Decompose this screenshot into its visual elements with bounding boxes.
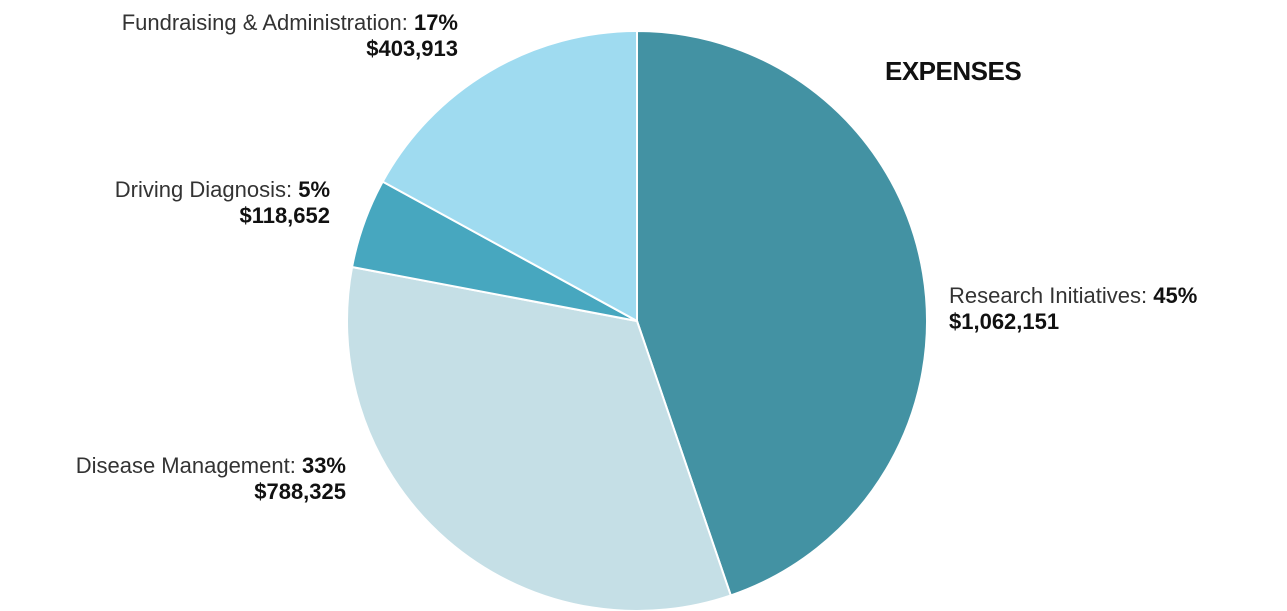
slice-amount: $788,325 xyxy=(254,479,346,504)
slice-amount: $1,062,151 xyxy=(949,309,1060,334)
slice-name: Research Initiatives: xyxy=(949,283,1148,308)
slice-name: Driving Diagnosis: xyxy=(114,177,293,202)
label-research-initiatives: Research Initiatives: 45% $1,062,151 xyxy=(949,283,1197,335)
slice-percent: 45% xyxy=(1153,283,1198,308)
slice-amount: $403,913 xyxy=(366,36,458,61)
slice-amount: $118,652 xyxy=(239,203,330,228)
label-fundraising-administration: Fundraising & Administration: 17% $403,9… xyxy=(122,10,458,62)
pie-slice-3 xyxy=(381,29,638,323)
slice-percent: 5% xyxy=(298,177,330,202)
slice-name: Fundraising & Administration: xyxy=(121,10,408,35)
chart-title: EXPENSES xyxy=(885,56,1022,86)
pie-slice-0 xyxy=(636,29,928,597)
slice-percent: 17% xyxy=(413,10,458,35)
label-driving-diagnosis: Driving Diagnosis: 5% $118,652 xyxy=(115,177,330,229)
slice-name: Disease Management: xyxy=(75,453,296,478)
label-disease-management: Disease Management: 33% $788,325 xyxy=(76,453,346,505)
slice-percent: 33% xyxy=(301,453,346,478)
